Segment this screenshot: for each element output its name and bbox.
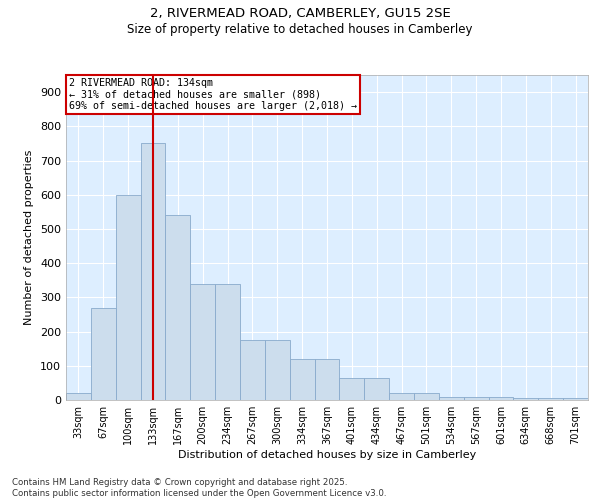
Text: 2 RIVERMEAD ROAD: 134sqm
← 31% of detached houses are smaller (898)
69% of semi-: 2 RIVERMEAD ROAD: 134sqm ← 31% of detach… [68, 78, 356, 112]
Bar [290, 359, 314, 400]
Bar [439, 396, 464, 400]
Bar [240, 340, 265, 400]
Bar [66, 393, 91, 400]
Bar [190, 284, 215, 400]
Bar [340, 378, 364, 400]
Bar [514, 398, 538, 400]
Bar [488, 396, 514, 400]
X-axis label: Distribution of detached houses by size in Camberley: Distribution of detached houses by size … [178, 450, 476, 460]
Bar [563, 398, 588, 400]
Bar [116, 194, 140, 400]
Bar [364, 378, 389, 400]
Text: Contains HM Land Registry data © Crown copyright and database right 2025.
Contai: Contains HM Land Registry data © Crown c… [12, 478, 386, 498]
Bar [91, 308, 116, 400]
Bar [414, 393, 439, 400]
Bar [314, 359, 340, 400]
Bar [215, 284, 240, 400]
Bar [464, 396, 488, 400]
Bar [166, 216, 190, 400]
Bar [538, 398, 563, 400]
Bar [140, 144, 166, 400]
Y-axis label: Number of detached properties: Number of detached properties [25, 150, 34, 325]
Text: 2, RIVERMEAD ROAD, CAMBERLEY, GU15 2SE: 2, RIVERMEAD ROAD, CAMBERLEY, GU15 2SE [149, 8, 451, 20]
Bar [389, 393, 414, 400]
Bar [265, 340, 290, 400]
Text: Size of property relative to detached houses in Camberley: Size of property relative to detached ho… [127, 22, 473, 36]
